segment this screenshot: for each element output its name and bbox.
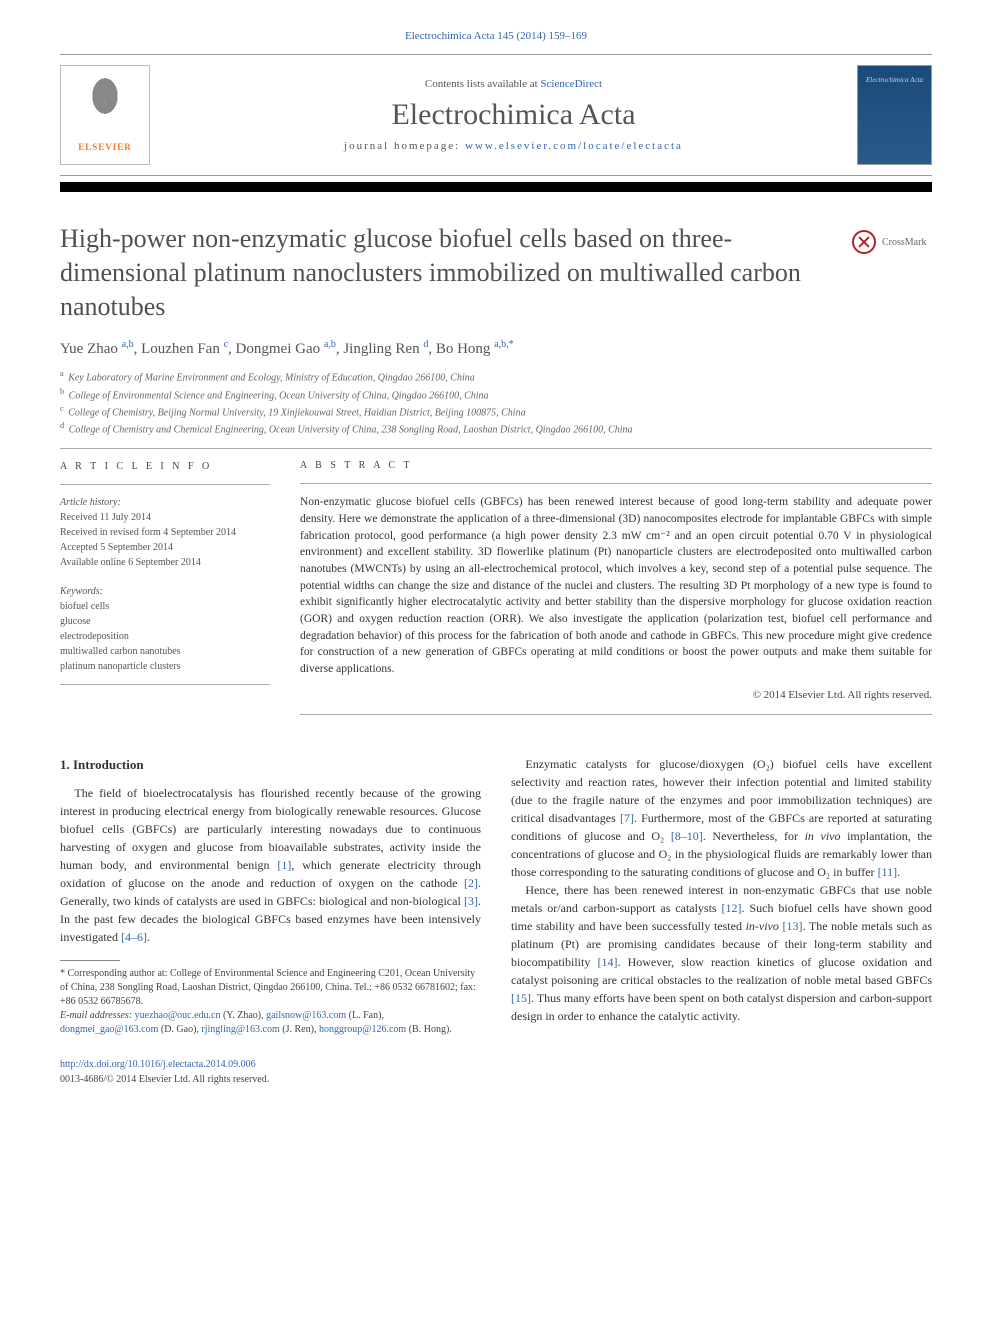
intro-heading: 1. Introduction	[60, 755, 481, 775]
article-info-label: A R T I C L E I N F O	[60, 459, 270, 474]
corresponding-author: * Corresponding author at: College of En…	[60, 967, 481, 1009]
abstract-label: A B S T R A C T	[300, 459, 932, 474]
elsevier-tree-icon	[75, 78, 135, 138]
keywords-label: Keywords:	[60, 584, 270, 599]
email-link[interactable]: honggroup@126.com	[319, 1024, 406, 1035]
keyword: biofuel cells	[60, 599, 270, 614]
crossmark-badge[interactable]: CrossMark	[852, 222, 932, 262]
crossmark-label: CrossMark	[882, 237, 926, 248]
right-column: Enzymatic catalysts for glucose/dioxygen…	[511, 755, 932, 1088]
keyword: platinum nanoparticle clusters	[60, 659, 270, 674]
abstract-box: A B S T R A C T Non-enzymatic glucose bi…	[300, 459, 932, 725]
footnote-separator	[60, 960, 120, 961]
abstract-text: Non-enzymatic glucose biofuel cells (GBF…	[300, 494, 932, 677]
citation-link[interactable]: [3]	[464, 894, 478, 908]
history-label: Article history:	[60, 495, 270, 510]
author-affil-sup: a,b,*	[494, 339, 513, 350]
history-revised: Received in revised form 4 September 201…	[60, 525, 270, 540]
issn-copyright: 0013-4686/© 2014 Elsevier Ltd. All right…	[60, 1074, 269, 1085]
author: Jingling Ren d	[343, 341, 428, 357]
citation-link[interactable]: [14]	[597, 955, 617, 969]
citation-link[interactable]: [11]	[878, 865, 898, 879]
email-link[interactable]: rjingling@163.com	[201, 1024, 279, 1035]
divider	[60, 484, 270, 485]
author: Yue Zhao a,b	[60, 341, 134, 357]
header-center: Contents lists available at ScienceDirec…	[170, 78, 857, 152]
sciencedirect-link[interactable]: ScienceDirect	[540, 78, 602, 90]
elsevier-logo: ELSEVIER	[60, 65, 150, 165]
intro-para-left: The field of bioelectrocatalysis has flo…	[60, 784, 481, 946]
authors-line: Yue Zhao a,b, Louzhen Fan c, Dongmei Gao…	[60, 339, 932, 358]
black-divider-bar	[60, 182, 932, 192]
divider	[300, 483, 932, 484]
homepage-line: journal homepage: www.elsevier.com/locat…	[170, 140, 857, 152]
copyright-line: © 2014 Elsevier Ltd. All rights reserved…	[300, 688, 932, 704]
divider	[300, 714, 932, 715]
crossmark-icon	[852, 230, 876, 254]
affiliation-line: c College of Chemistry, Beijing Normal U…	[60, 403, 932, 420]
paper-title: High-power non-enzymatic glucose biofuel…	[60, 222, 832, 323]
author-affil-sup: a,b	[324, 339, 336, 350]
author: Bo Hong a,b,*	[436, 341, 514, 357]
email-link[interactable]: dongmei_gao@163.com	[60, 1024, 158, 1035]
article-info-box: A R T I C L E I N F O Article history: R…	[60, 459, 270, 725]
affiliation-line: b College of Environmental Science and E…	[60, 386, 932, 403]
email-list: E-mail addresses: yuezhao@ouc.edu.cn (Y.…	[60, 1009, 481, 1037]
intro-para-right-1: Enzymatic catalysts for glucose/dioxygen…	[511, 755, 932, 881]
citation-link[interactable]: [13]	[783, 919, 803, 933]
journal-title: Electrochimica Acta	[170, 98, 857, 132]
citation-link[interactable]: [1]	[277, 858, 291, 872]
keyword: electrodeposition	[60, 629, 270, 644]
citation-link[interactable]: [15]	[511, 991, 531, 1005]
author-affil-sup: c	[224, 339, 228, 350]
affiliations: a Key Laboratory of Marine Environment a…	[60, 368, 932, 437]
running-head: Electrochimica Acta 145 (2014) 159–169	[60, 30, 932, 42]
left-column: 1. Introduction The field of bioelectroc…	[60, 755, 481, 1088]
citation-link[interactable]: [4–6]	[121, 930, 147, 944]
citation-link[interactable]: [7]	[620, 811, 634, 825]
citation-link[interactable]: [2]	[464, 876, 478, 890]
footnotes: * Corresponding author at: College of En…	[60, 967, 481, 1037]
homepage-prefix: journal homepage:	[344, 140, 465, 152]
bottom-bibliographic: http://dx.doi.org/10.1016/j.electacta.20…	[60, 1057, 481, 1087]
affiliation-line: d College of Chemistry and Chemical Engi…	[60, 420, 932, 437]
history-online: Available online 6 September 2014	[60, 555, 270, 570]
cover-label: Electrochimica Acta	[866, 76, 923, 84]
homepage-link[interactable]: www.elsevier.com/locate/electacta	[465, 140, 683, 152]
author-affil-sup: a,b	[122, 339, 134, 350]
citation-link[interactable]: [12]	[722, 901, 742, 915]
intro-para-right-2: Hence, there has been renewed interest i…	[511, 881, 932, 1025]
contents-prefix: Contents lists available at	[425, 78, 540, 90]
journal-cover-thumb: Electrochimica Acta	[857, 65, 932, 165]
contents-line: Contents lists available at ScienceDirec…	[170, 78, 857, 90]
citation-link[interactable]: [8–10]	[671, 829, 703, 843]
divider	[60, 684, 270, 685]
author: Louzhen Fan c	[141, 341, 228, 357]
author-affil-sup: d	[423, 339, 428, 350]
keyword: glucose	[60, 614, 270, 629]
journal-header: ELSEVIER Contents lists available at Sci…	[60, 54, 932, 176]
keyword: multiwalled carbon nanotubes	[60, 644, 270, 659]
doi-link[interactable]: http://dx.doi.org/10.1016/j.electacta.20…	[60, 1059, 256, 1070]
history-accepted: Accepted 5 September 2014	[60, 540, 270, 555]
divider	[60, 448, 932, 449]
publisher-name: ELSEVIER	[78, 142, 132, 152]
email-link[interactable]: yuezhao@ouc.edu.cn	[135, 1010, 221, 1021]
email-label: E-mail addresses:	[60, 1010, 135, 1021]
email-link[interactable]: gailsnow@163.com	[266, 1010, 346, 1021]
author: Dongmei Gao a,b	[236, 341, 336, 357]
history-received: Received 11 July 2014	[60, 510, 270, 525]
affiliation-line: a Key Laboratory of Marine Environment a…	[60, 368, 932, 385]
